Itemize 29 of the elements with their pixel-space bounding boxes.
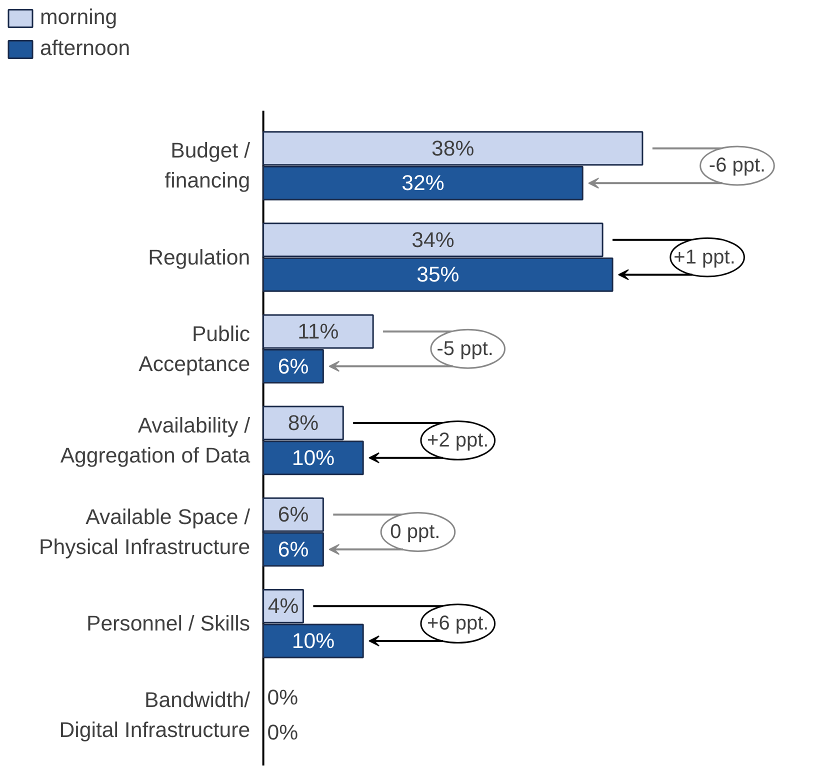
data-label: 6% bbox=[278, 537, 309, 562]
legend-label: afternoon bbox=[40, 36, 130, 61]
y-tick-label: Public Acceptance bbox=[138, 322, 250, 376]
data-label: 11% bbox=[298, 319, 339, 344]
data-label: 32% bbox=[402, 171, 444, 196]
text: -6 ppt. bbox=[708, 154, 766, 177]
annotation: -5 ppt. bbox=[436, 338, 494, 360]
data-label: 34% bbox=[412, 228, 454, 252]
data-label: 0% bbox=[267, 686, 298, 710]
text: +1 ppt. bbox=[674, 246, 736, 268]
y-tick-label: Available Space / Physical Infrastructure bbox=[39, 505, 250, 560]
data-label: 4% bbox=[268, 594, 299, 618]
data-label: 0% bbox=[267, 720, 298, 745]
data-label: 35% bbox=[416, 262, 460, 287]
y-tick-label: Budget / financing bbox=[164, 138, 250, 193]
data-label: 38% bbox=[432, 136, 474, 160]
y-tick-label: Availability / Aggregation of Data bbox=[60, 413, 250, 468]
data-label: 10% bbox=[292, 628, 335, 653]
y-tick-label: Regulation bbox=[148, 245, 250, 270]
annotation: +6 ppt. bbox=[427, 612, 489, 635]
data-label: 10% bbox=[292, 446, 335, 470]
data-label: 8% bbox=[288, 411, 319, 436]
y-tick-label: Personnel / Skills bbox=[86, 612, 250, 636]
annotation: +2 ppt. bbox=[427, 429, 489, 452]
y-tick-label: Bandwidth/ Digital Infrastructure bbox=[59, 688, 250, 742]
legend-label: morning bbox=[40, 5, 118, 30]
annotation: 0 ppt. bbox=[390, 521, 440, 544]
data-label: 6% bbox=[278, 502, 309, 527]
data-label: 6% bbox=[278, 354, 309, 378]
